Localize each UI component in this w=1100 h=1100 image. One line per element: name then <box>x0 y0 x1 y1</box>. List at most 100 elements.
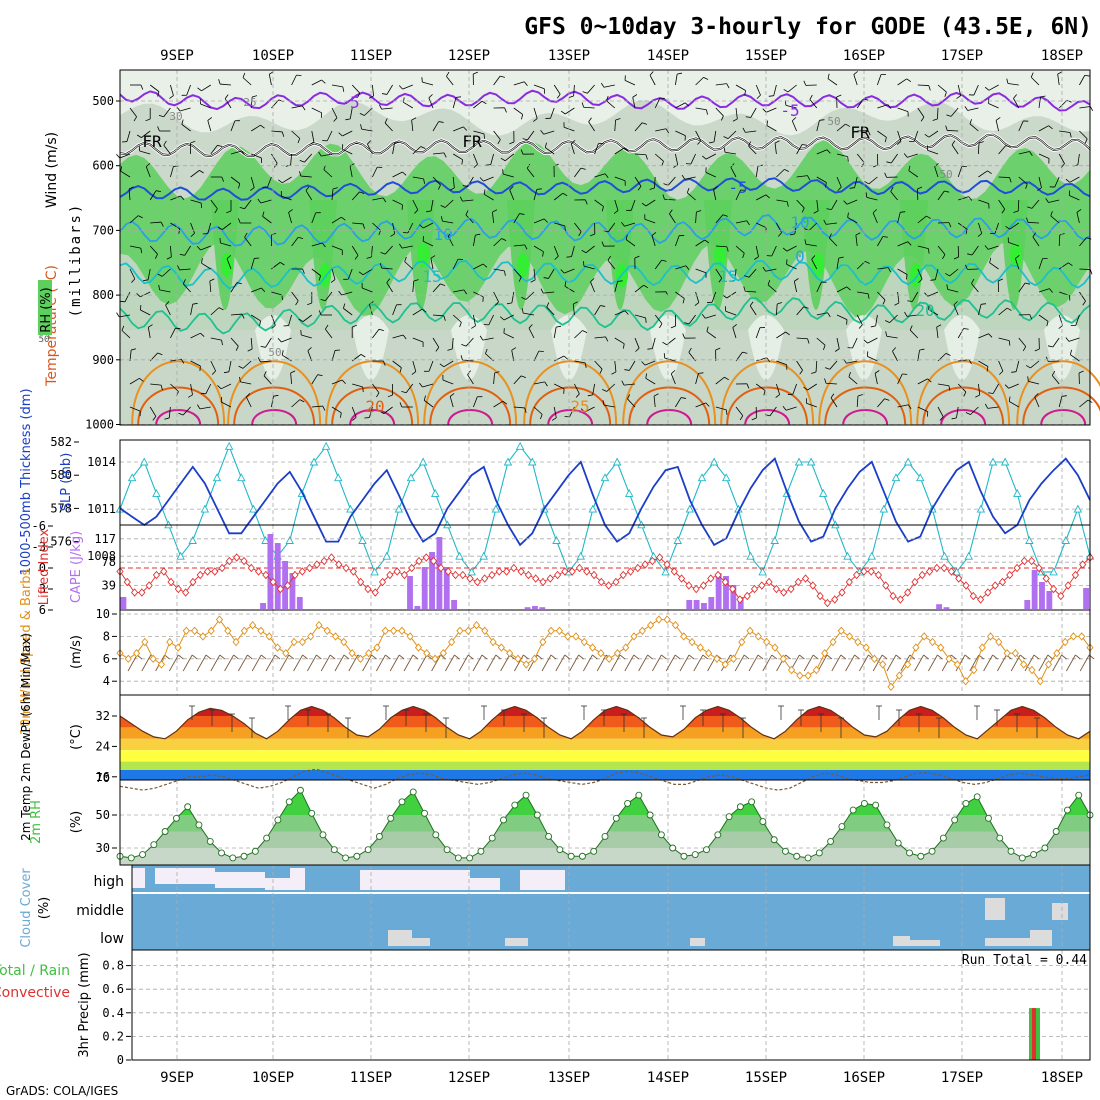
surface-barb <box>251 654 262 672</box>
surface-barb-flag <box>771 654 778 660</box>
wind-barb-flag <box>399 367 402 373</box>
wind-speed-marker <box>580 637 588 647</box>
wind-barb-flag <box>145 163 151 168</box>
boundary-contour <box>447 409 494 426</box>
wind-barb-flag <box>239 376 241 382</box>
rh-pulse <box>900 200 928 310</box>
wind-barb <box>831 199 838 210</box>
wind-barb-flag <box>271 324 276 329</box>
wind-speed-marker <box>373 643 381 652</box>
li-marker <box>408 563 416 573</box>
wind-barb-flag <box>160 221 164 227</box>
wind-barb-flag <box>581 102 585 108</box>
wind-barb <box>584 406 595 413</box>
wind-barb-flag <box>625 234 628 240</box>
wind-barb-flag <box>799 369 803 375</box>
wind-barb-flag <box>999 370 1004 375</box>
wind-barb-flag <box>360 354 366 358</box>
wind-barb <box>121 330 131 339</box>
wind-barb <box>129 377 140 385</box>
wind-barb <box>242 360 252 369</box>
cape-bar <box>120 597 127 609</box>
wind-barb-flag <box>653 393 659 397</box>
cape-bar <box>443 567 450 609</box>
cape-tick-label: 78 <box>102 555 116 569</box>
wind-barb-flag <box>419 382 423 388</box>
wind-barb <box>372 383 380 394</box>
wind-barb <box>583 106 595 109</box>
wind-barb-flag <box>302 105 306 111</box>
wind-barb <box>570 143 575 155</box>
wind-barb-flag <box>318 151 322 157</box>
wind-barb-flag <box>239 207 245 210</box>
li-marker <box>984 588 992 597</box>
wind-barb <box>473 291 484 298</box>
li-marker <box>641 560 649 569</box>
slp-marker <box>1025 536 1034 544</box>
surface-barb-flag <box>191 654 198 660</box>
wind-barb-flag <box>663 353 666 359</box>
wind-barb <box>846 360 858 364</box>
wind-barb-flag <box>1051 370 1056 376</box>
wind-barb-flag <box>582 330 588 334</box>
li-marker <box>298 567 306 576</box>
wind-barb-flag <box>624 310 629 315</box>
wind-barb-flag <box>411 117 417 121</box>
wind-barb-flag <box>1027 206 1033 209</box>
li-marker <box>481 574 489 583</box>
wind-barb-flag <box>483 189 486 195</box>
wind-barb-flag <box>394 141 400 144</box>
wind-barb <box>675 265 687 270</box>
slp-marker <box>333 473 343 482</box>
li-marker <box>991 581 999 590</box>
wind-barb <box>675 74 678 86</box>
slp-marker <box>309 457 319 466</box>
wind-barb-flag <box>975 394 980 398</box>
wind-barb <box>554 383 565 390</box>
tick-label: 30 <box>96 841 110 855</box>
surface-barb-flag <box>1019 654 1026 660</box>
wind-barb-flag <box>948 222 952 228</box>
top-date-label: 10SEP <box>252 48 294 64</box>
rh2m-marker <box>432 831 440 839</box>
wind-barb <box>179 107 191 112</box>
wind-barb <box>1079 399 1089 408</box>
li-marker <box>145 581 153 590</box>
wind-barb <box>875 314 878 326</box>
wind-barb-flag <box>1046 321 1049 327</box>
wind-barb <box>1077 153 1080 165</box>
wind-barb-flag <box>423 178 426 184</box>
wind-speed-marker <box>688 637 696 647</box>
wind-barb-flag <box>794 278 799 282</box>
wind-barb <box>352 383 363 388</box>
wind-barb <box>675 153 679 165</box>
boundary-contour <box>842 409 889 426</box>
cloud-low-block <box>505 938 528 946</box>
surface-barb-flag <box>564 654 571 660</box>
dewpt-line <box>119 768 1091 791</box>
cape-bar <box>715 573 722 609</box>
surface-barb <box>983 654 993 672</box>
wind-barb-flag <box>148 324 153 328</box>
wind-barb-flag <box>241 150 245 156</box>
wind-barb <box>244 199 252 210</box>
wind-barb-flag <box>670 325 676 329</box>
wind-barb-flag <box>298 318 304 322</box>
wind-barb <box>715 245 727 248</box>
top-date-label: 14SEP <box>647 48 689 64</box>
wind-barb <box>816 149 828 155</box>
cape-bar <box>414 606 421 609</box>
wind-speed-marker <box>564 632 572 641</box>
surface-barb <box>872 654 883 672</box>
wind-barb <box>614 360 617 372</box>
wind-barb-flag <box>402 97 405 103</box>
wind-barb-flag <box>580 408 586 413</box>
wind-barb <box>452 153 463 161</box>
rh-pulse <box>309 200 337 310</box>
wind-barb-flag <box>261 287 266 293</box>
wind-barb <box>745 130 757 133</box>
wind-barb-flag <box>696 210 702 213</box>
li-marker <box>459 570 467 580</box>
wind-barb-flag <box>847 156 849 162</box>
temperature-contour <box>119 89 1091 112</box>
